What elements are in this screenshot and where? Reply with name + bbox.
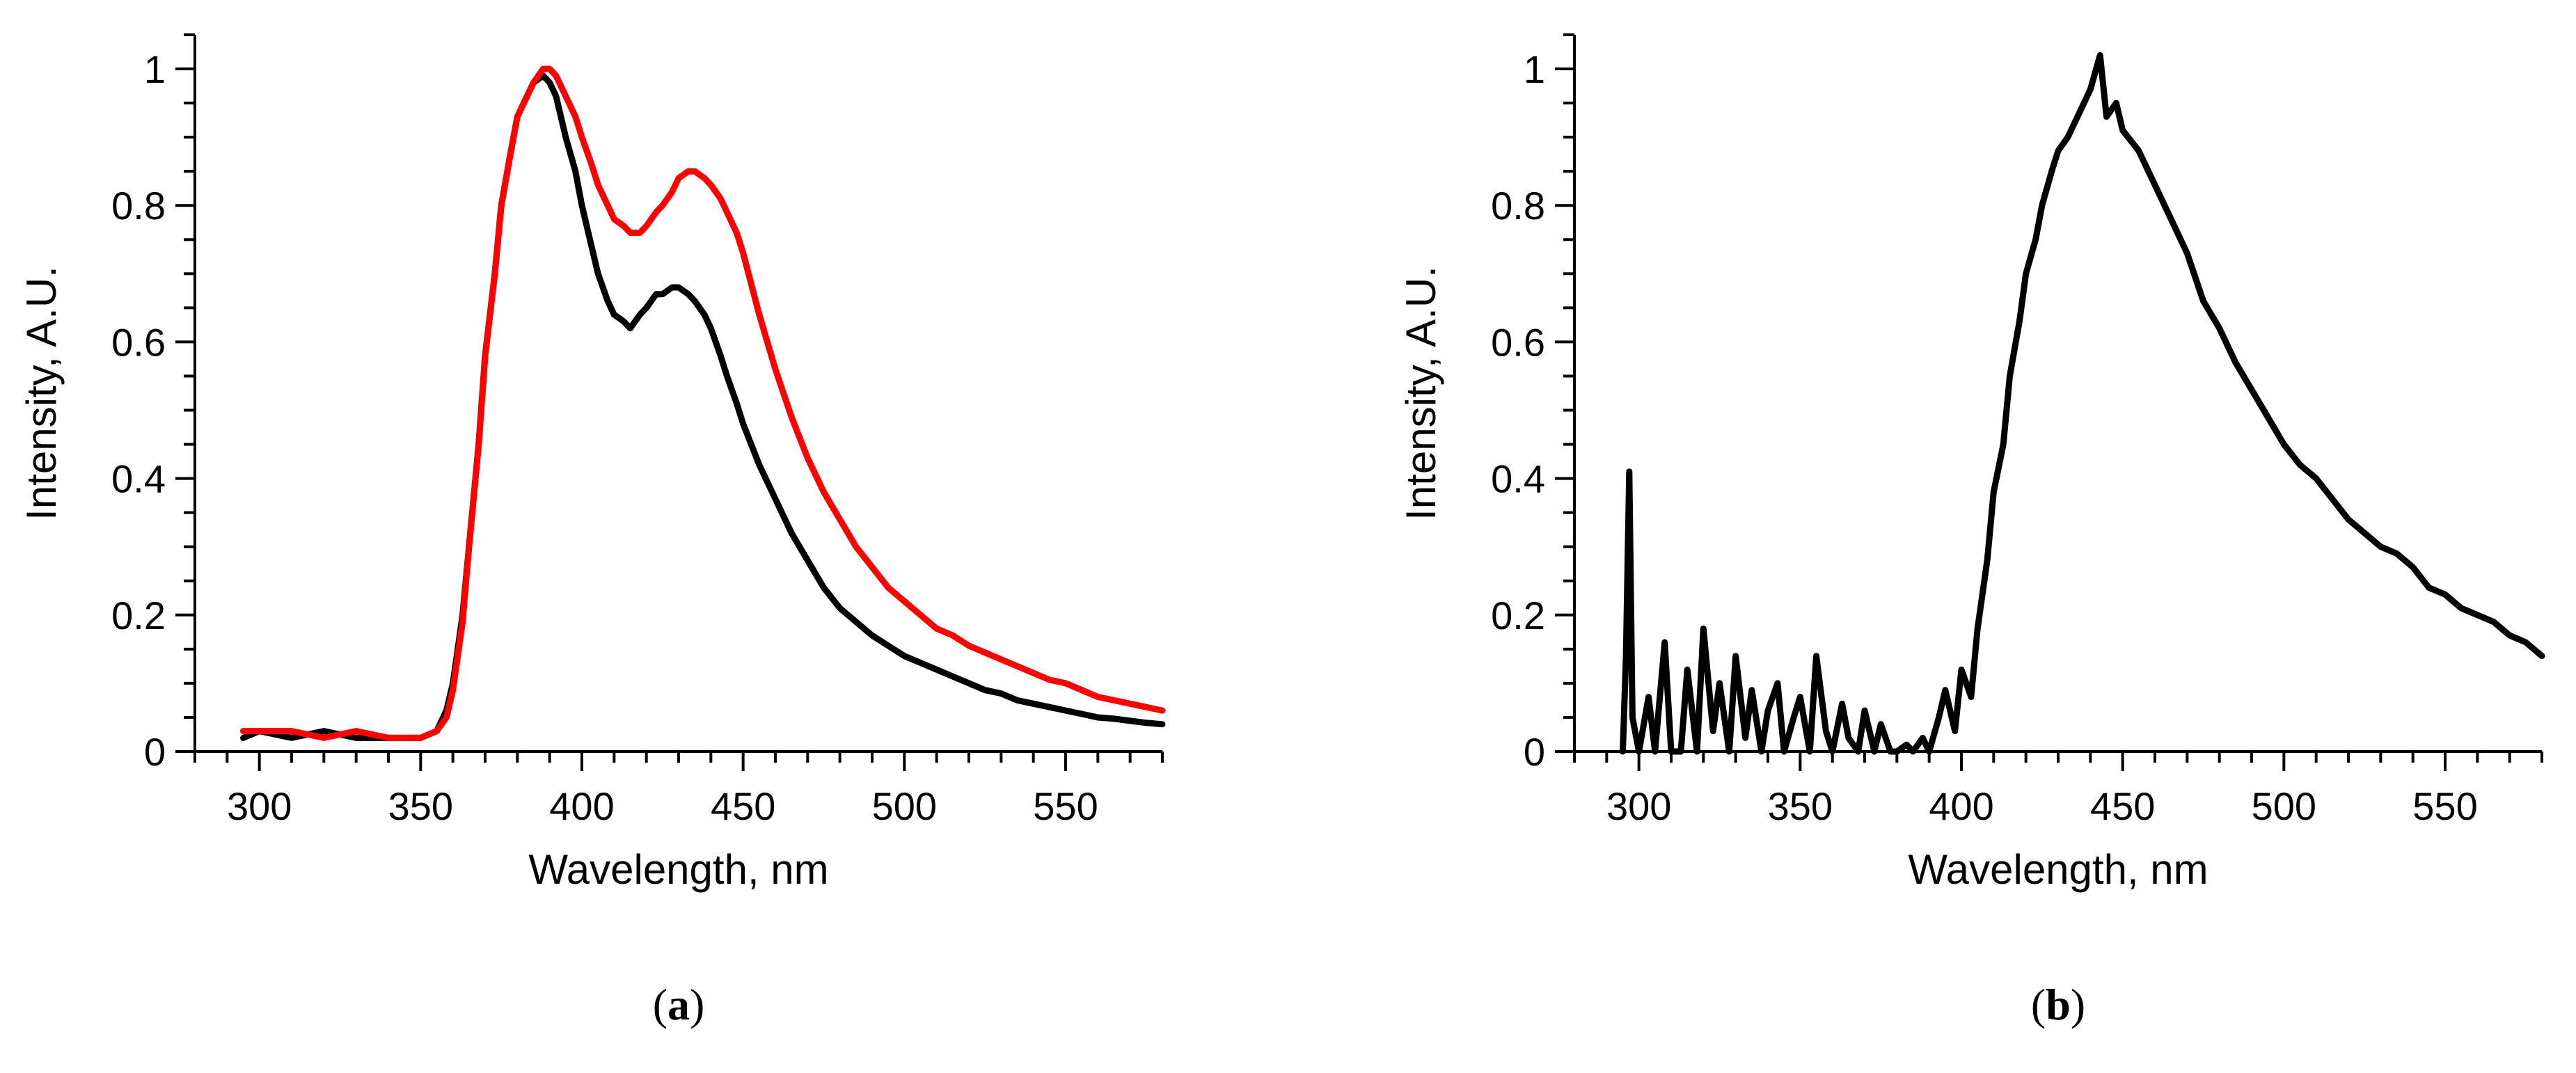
y-axis-title: Intensity, A.U. bbox=[18, 266, 65, 520]
x-axis-title: Wavelength, nm bbox=[528, 846, 828, 893]
x-tick-label: 400 bbox=[1929, 784, 1993, 828]
panel-a: 0 0.2 0.4 0.6 0.8 1 300 350 400 450 500 550 Waveleng… bbox=[18, 33, 1166, 1029]
y-tick-label: 1 bbox=[1524, 47, 1545, 91]
caption-letter: b bbox=[2046, 980, 2071, 1029]
caption-open-paren: ( bbox=[653, 980, 667, 1029]
y-tick-label: 0 bbox=[144, 730, 166, 774]
y-tick-label: 0.2 bbox=[1491, 594, 1545, 637]
panel-caption: (b) bbox=[2031, 980, 2085, 1029]
x-tick-label: 550 bbox=[2412, 784, 2477, 828]
x-tick-label: 450 bbox=[711, 784, 775, 828]
caption-open-paren: ( bbox=[2031, 980, 2046, 1029]
x-tick-label: 500 bbox=[872, 784, 937, 828]
y-tick-label: 0 bbox=[1524, 730, 1545, 774]
y-tick-label: 0.4 bbox=[111, 457, 166, 501]
x-tick-label: 400 bbox=[549, 784, 614, 828]
x-tick-label: 500 bbox=[2252, 784, 2316, 828]
x-tick-label: 350 bbox=[1768, 784, 1833, 828]
caption-close-paren: ) bbox=[690, 980, 704, 1029]
x-axis-title: Wavelength, nm bbox=[1908, 846, 2208, 893]
x-tick-label: 300 bbox=[1606, 784, 1671, 828]
y-tick-label: 1 bbox=[144, 47, 166, 91]
y-axis-title: Intensity, A.U. bbox=[1398, 266, 1444, 520]
x-tick-label: 450 bbox=[2090, 784, 2155, 828]
y-tick-label: 0.6 bbox=[111, 320, 166, 364]
x-tick-label: 300 bbox=[227, 784, 292, 828]
y-tick-label: 0.8 bbox=[111, 184, 166, 228]
caption-letter: a bbox=[667, 980, 690, 1029]
series-line-red bbox=[240, 65, 1166, 741]
x-tick-label: 350 bbox=[388, 784, 453, 828]
panel-b: 0 0.2 0.4 0.6 0.8 1 300 350 400 450 500 550 Waveleng… bbox=[1398, 33, 2545, 1029]
series-line-black bbox=[1620, 51, 2545, 755]
x-tick-label: 550 bbox=[1033, 784, 1098, 828]
panel-caption: (a) bbox=[653, 980, 705, 1029]
caption-close-paren: ) bbox=[2071, 980, 2085, 1029]
y-tick-label: 0.8 bbox=[1491, 184, 1545, 228]
y-tick-label: 0.6 bbox=[1491, 320, 1545, 364]
y-tick-label: 0.2 bbox=[111, 594, 166, 637]
y-tick-label: 0.4 bbox=[1491, 457, 1545, 501]
